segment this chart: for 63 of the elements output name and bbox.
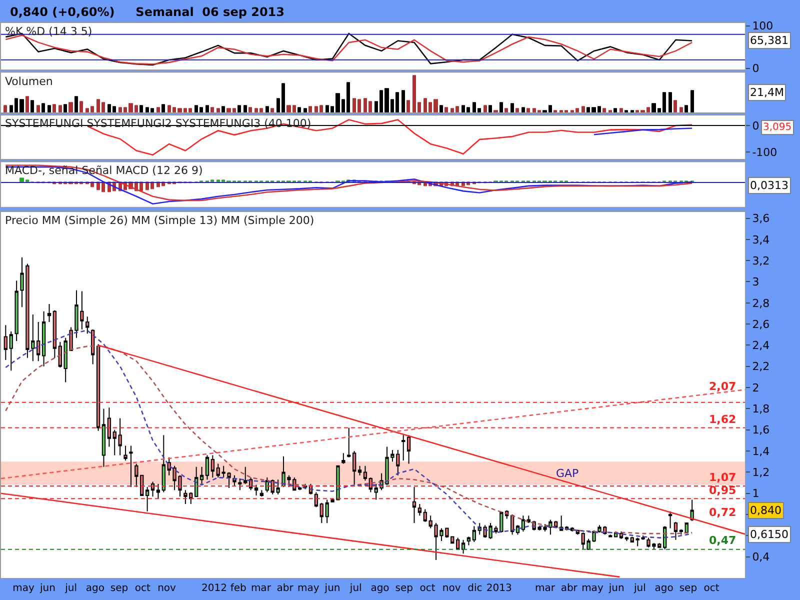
x-tick-label: jul [348, 583, 362, 594]
x-tick-label: abr [276, 583, 294, 594]
y-tick-label: 1 [752, 487, 760, 500]
x-tick-label: may [298, 583, 320, 594]
y-tick-label: 2,4 [752, 339, 770, 352]
text: 0,6150 [750, 528, 788, 541]
text: 0,0313 [750, 179, 788, 192]
y-tick-label: 2,6 [752, 318, 770, 331]
x-tick-label: jun [38, 583, 56, 594]
y-tick-label: 1,8 [752, 402, 770, 416]
x-tick-label: 2013 [486, 583, 512, 594]
text: 3,095 [763, 122, 792, 133]
x-tick-label: sep [110, 583, 128, 594]
x-tick-label: may [12, 583, 35, 594]
x-tick-label: sep [395, 583, 413, 594]
x-tick-label: oct [420, 583, 436, 594]
y-tick-label: 0,4 [752, 550, 770, 564]
x-tick-label: jul [64, 583, 77, 594]
band-label: GAP [556, 467, 580, 480]
y-tick-label: -100 [752, 146, 778, 160]
text: 21,4M [750, 86, 784, 99]
y-tick-label: 1,2 [752, 466, 770, 480]
y-tick-label: 0 [752, 119, 760, 132]
y-tick-label: 1,6 [752, 424, 770, 437]
ref-line-label: 1,07 [709, 471, 736, 484]
annotation: 0,72 [709, 506, 736, 519]
x-tick-label: jun [608, 583, 624, 594]
x-tick-label: ago [370, 583, 390, 594]
text: 0,840 [750, 504, 782, 517]
x-tick-label: nov [158, 583, 176, 594]
x-tick-label: nov [442, 583, 461, 594]
x-tick-label: sep [679, 583, 698, 594]
x-tick-label: ago [654, 583, 674, 594]
chart-title: Volumen [5, 75, 53, 88]
ref-line-label: 0,95 [709, 484, 736, 497]
y-tick-label: 3 [752, 276, 760, 289]
y-tick-label: 3,2 [752, 254, 770, 268]
y-tick-label: 0 [752, 62, 760, 76]
annotation: 2,07 [709, 380, 736, 393]
x-tick-label: feb [230, 583, 246, 594]
y-tick-label: 3,4 [752, 233, 770, 246]
ref-line-label: 0,47 [709, 534, 736, 547]
y-tick-label: 2,2 [752, 360, 770, 374]
y-tick-label: 100 [752, 20, 774, 33]
x-tick-label: oct [134, 583, 150, 594]
y-tick-label: 2,8 [752, 296, 770, 310]
x-tick-label: 2012 [202, 583, 227, 594]
x-tick-label: abr [560, 583, 578, 594]
y-tick-label: 3,6 [752, 212, 770, 226]
x-tick-label: mar [250, 583, 272, 594]
y-tick-label: 1,4 [752, 444, 770, 458]
x-tick-label: jun [324, 583, 340, 594]
chart-subtitle: 0,840 (+0,60%) Semanal 06 sep 2013 [10, 5, 284, 19]
x-tick-label: ago [86, 583, 104, 594]
y-tick-label: 2 [752, 381, 760, 394]
text: 65,381 [750, 34, 788, 47]
ref-line-label: 1,62 [709, 413, 736, 426]
chart-title: Precio MM (Simple 26) MM (Simple 13) MM (Simple 200) [5, 214, 314, 227]
x-tick-label: mar [535, 583, 556, 594]
x-tick-label: jul [632, 583, 646, 594]
x-tick-label: oct [704, 583, 720, 594]
x-tick-label: may [582, 583, 604, 594]
x-tick-label: dic [468, 583, 482, 594]
